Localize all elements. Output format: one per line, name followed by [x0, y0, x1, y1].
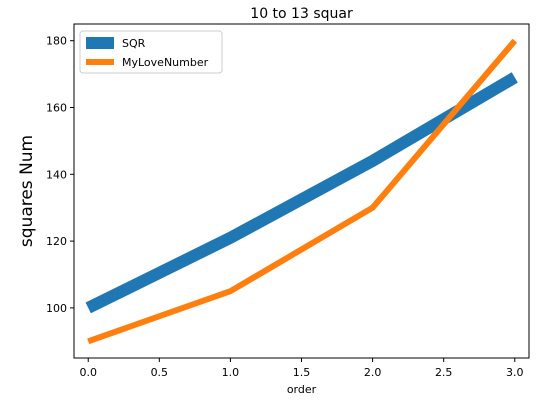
series-line-sqr — [85, 72, 518, 314]
legend: SQR MyLoveNumber — [79, 30, 223, 74]
series-line-mylovenumber — [87, 38, 518, 345]
y-ticks: 100 120 140 160 180 — [46, 35, 74, 315]
y-tick-label: 160 — [46, 102, 67, 115]
plot-frame — [73, 23, 530, 359]
x-ticks: 0.0 0.5 1.0 1.5 2.0 2.5 3.0 — [79, 358, 524, 379]
y-tick-label: 100 — [46, 302, 67, 315]
x-tick-label: 0.5 — [151, 366, 169, 379]
legend-box — [79, 30, 223, 74]
legend-label-mylovenumber: MyLoveNumber — [122, 56, 209, 69]
x-tick-label: 0.0 — [79, 366, 97, 379]
x-tick-label: 1.5 — [293, 366, 311, 379]
x-axis-label: order — [287, 383, 317, 396]
x-tick-label: 3.0 — [506, 366, 524, 379]
legend-label-sqr: SQR — [122, 37, 146, 50]
x-tick-label: 1.0 — [222, 366, 240, 379]
x-tick-label: 2.5 — [435, 366, 453, 379]
y-tick-label: 140 — [46, 168, 67, 181]
chart-title: 10 to 13 squar — [250, 6, 353, 22]
y-tick-label: 120 — [46, 235, 67, 248]
x-tick-label: 2.0 — [364, 366, 382, 379]
y-axis-label: squares Num — [17, 135, 37, 247]
series-layer — [85, 38, 518, 345]
y-tick-label: 180 — [46, 35, 67, 48]
